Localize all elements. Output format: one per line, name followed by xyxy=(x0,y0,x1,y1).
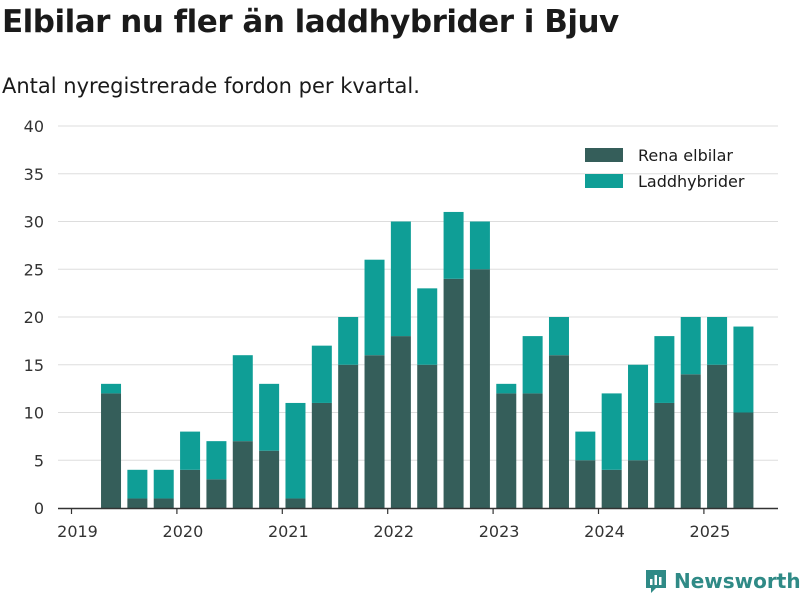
legend-swatch xyxy=(585,174,623,188)
bar-segment-rena-elbilar xyxy=(127,498,148,508)
y-tick-label: 35 xyxy=(24,165,44,184)
bar-segment-rena-elbilar xyxy=(628,460,649,508)
bar-segment-laddhybrider xyxy=(548,317,569,356)
bar-segment-rena-elbilar xyxy=(364,355,385,508)
bar-segment-rena-elbilar xyxy=(338,364,359,508)
bar-segment-laddhybrider xyxy=(575,431,596,461)
bar-segment-rena-elbilar xyxy=(469,269,490,508)
bar-segment-rena-elbilar xyxy=(232,441,253,508)
bar-segment-rena-elbilar xyxy=(101,393,122,508)
x-tick-label: 2020 xyxy=(163,522,204,541)
y-tick-label: 30 xyxy=(24,213,44,232)
legend-swatch xyxy=(585,148,623,162)
bar-segment-laddhybrider xyxy=(443,211,464,279)
x-tick-label: 2019 xyxy=(57,522,98,541)
x-tick-label: 2025 xyxy=(690,522,731,541)
bar-segment-laddhybrider xyxy=(127,469,148,499)
y-tick-label: 10 xyxy=(24,404,44,423)
newsworthy-logo-icon xyxy=(646,570,666,593)
bar-segment-laddhybrider xyxy=(153,469,174,499)
bar-segment-laddhybrider xyxy=(390,221,411,337)
bar-segment-rena-elbilar xyxy=(496,393,517,508)
legend-label: Laddhybrider xyxy=(638,172,745,191)
bar-segment-laddhybrider xyxy=(338,317,359,365)
bar-segment-rena-elbilar xyxy=(390,336,411,508)
bar-segment-laddhybrider xyxy=(496,383,517,394)
bar-segment-rena-elbilar xyxy=(654,402,675,508)
bar-segment-laddhybrider xyxy=(101,383,122,394)
bar-segment-rena-elbilar xyxy=(707,364,728,508)
bar-segment-laddhybrider xyxy=(654,336,675,403)
y-tick-label: 25 xyxy=(24,260,44,279)
legend-label: Rena elbilar xyxy=(638,146,733,165)
bar-segment-laddhybrider xyxy=(601,393,622,470)
bar-segment-laddhybrider xyxy=(364,259,385,356)
brand-name: Newsworthy xyxy=(674,569,800,593)
bar-segment-rena-elbilar xyxy=(285,498,306,508)
bar-segment-rena-elbilar xyxy=(601,469,622,508)
x-tick-label: 2021 xyxy=(268,522,309,541)
bar-segment-laddhybrider xyxy=(206,441,227,480)
bar-segment-rena-elbilar xyxy=(575,460,596,508)
bar-segment-rena-elbilar xyxy=(417,364,438,508)
bar-segment-rena-elbilar xyxy=(259,450,280,508)
x-tick-label: 2022 xyxy=(373,522,414,541)
bar-segment-laddhybrider xyxy=(469,221,490,270)
x-tick-label: 2023 xyxy=(479,522,520,541)
bar-segment-rena-elbilar xyxy=(153,498,174,508)
newsworthy-brand: Newsworthy xyxy=(644,568,800,594)
y-tick-label: 0 xyxy=(34,499,44,518)
bar-segment-laddhybrider xyxy=(180,431,201,470)
bar-segment-rena-elbilar xyxy=(522,393,543,508)
chart-subtitle: Antal nyregistrerade fordon per kvartal. xyxy=(2,74,420,98)
bar-segment-rena-elbilar xyxy=(733,412,754,508)
y-tick-label: 15 xyxy=(24,356,44,375)
bar-segment-laddhybrider xyxy=(628,364,649,461)
bar-segment-laddhybrider xyxy=(522,336,543,394)
bar-segment-rena-elbilar xyxy=(548,355,569,508)
bar-segment-rena-elbilar xyxy=(311,402,332,508)
bar-segment-laddhybrider xyxy=(232,355,253,442)
y-tick-label: 5 xyxy=(34,451,44,470)
bar-segment-laddhybrider xyxy=(733,326,754,413)
bar-segment-laddhybrider xyxy=(311,345,332,403)
x-tick-label: 2024 xyxy=(584,522,625,541)
y-tick-label: 20 xyxy=(24,308,44,327)
bar-segment-laddhybrider xyxy=(285,402,306,499)
bar-segment-rena-elbilar xyxy=(180,469,201,508)
chart-title: Elbilar nu fler än laddhybrider i Bjuv xyxy=(2,4,619,40)
bar-segment-rena-elbilar xyxy=(206,479,227,508)
bar-segment-laddhybrider xyxy=(707,317,728,365)
bar-segment-rena-elbilar xyxy=(680,374,701,508)
bar-segment-laddhybrider xyxy=(680,317,701,375)
bar-segment-laddhybrider xyxy=(417,288,438,365)
y-tick-label: 40 xyxy=(24,117,44,136)
bar-segment-laddhybrider xyxy=(259,383,280,451)
bar-segment-rena-elbilar xyxy=(443,278,464,508)
